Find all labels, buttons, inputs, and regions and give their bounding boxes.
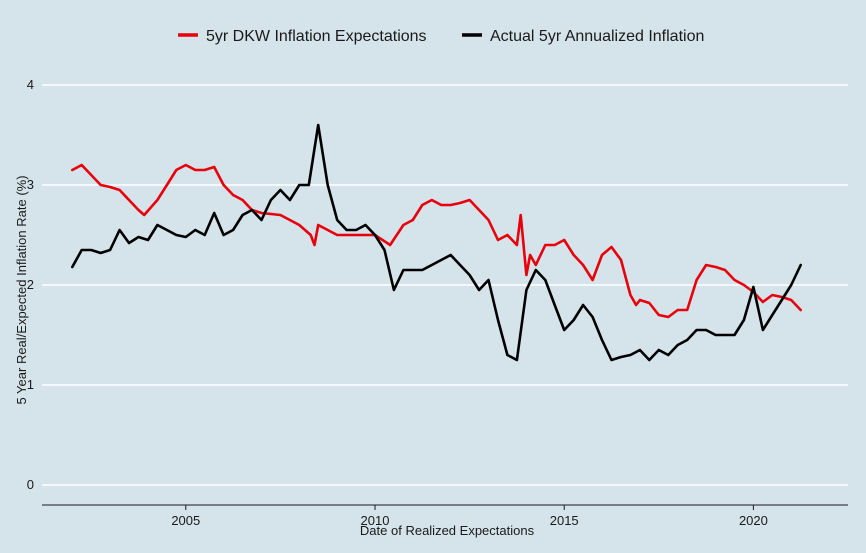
series-line-dkw-expectations [71,163,803,319]
gridlines [42,84,848,486]
series-line-actual-inflation [71,123,803,362]
y-tick-label: 3 [27,177,34,192]
axes: 0 1 2 3 4 2005 2010 2015 2020 [27,77,848,528]
y-tick-label: 0 [27,477,34,492]
x-tick-label: 2010 [361,513,390,528]
y-tick-label: 4 [27,77,34,92]
x-tick-label: 2020 [739,513,768,528]
x-tick-label: 2005 [171,513,200,528]
legend-label-dkw: 5yr DKW Inflation Expectations [206,28,427,45]
y-axis-title: 5 Year Real/Expected Inflation Rate (%) [14,175,29,404]
legend-label-actual: Actual 5yr Annualized Inflation [490,28,704,45]
series-lines [71,123,803,362]
x-axis-title: Date of Realized Expectations [360,523,535,538]
y-tick-label: 2 [27,277,34,292]
y-tick-label: 1 [27,377,34,392]
x-tick-label: 2015 [550,513,579,528]
legend: 5yr DKW Inflation Expectations Actual 5y… [178,28,704,45]
